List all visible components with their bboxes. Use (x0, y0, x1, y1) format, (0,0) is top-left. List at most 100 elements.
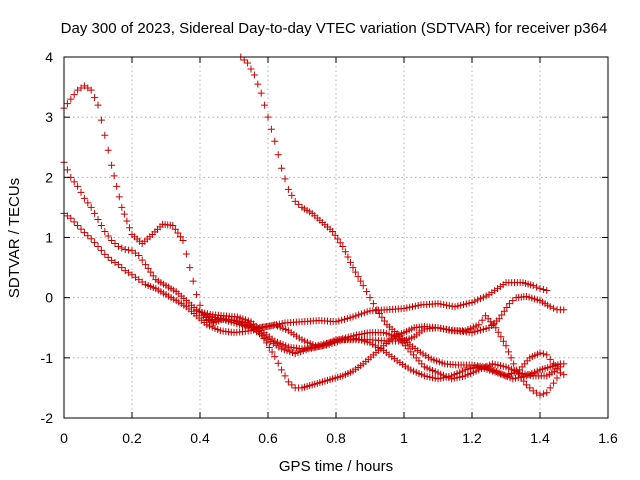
x-tick-label: 0.4 (190, 430, 210, 446)
x-tick-label: 0 (60, 430, 68, 446)
data-point (114, 261, 122, 269)
data-point (445, 302, 453, 310)
data-point (454, 302, 462, 310)
series-trace-1 (60, 82, 551, 332)
data-points (60, 53, 568, 399)
data-point (113, 182, 121, 190)
data-point (84, 232, 92, 240)
data-point (380, 317, 388, 325)
data-point (196, 301, 204, 309)
data-point (494, 328, 502, 336)
data-point (135, 252, 143, 260)
data-point (120, 210, 128, 218)
data-point (77, 188, 85, 196)
data-point (104, 146, 112, 154)
data-point (118, 244, 126, 252)
data-point (363, 288, 371, 296)
data-point (550, 360, 558, 368)
data-point (70, 91, 78, 99)
data-point (352, 268, 360, 276)
data-point (479, 325, 487, 333)
data-point (101, 131, 109, 139)
data-point (510, 360, 518, 368)
data-point (70, 178, 78, 186)
data-point (254, 80, 262, 88)
data-point (169, 221, 177, 229)
data-point (369, 300, 377, 308)
data-point (74, 182, 82, 190)
data-point (182, 250, 190, 258)
data-point (94, 101, 102, 109)
data-point (74, 221, 82, 229)
data-point (278, 164, 286, 172)
data-point (63, 166, 71, 174)
axis-ticks (63, 56, 609, 419)
data-point (267, 125, 275, 133)
data-point (471, 328, 479, 336)
data-point (560, 306, 568, 314)
data-point (118, 203, 126, 211)
data-point (97, 221, 105, 229)
series-trace-6 (193, 307, 568, 383)
data-point (147, 268, 155, 276)
data-point (495, 315, 503, 323)
data-point (546, 355, 554, 363)
data-point (539, 350, 547, 358)
data-point (110, 172, 118, 180)
data-point (186, 264, 194, 272)
data-point (171, 225, 179, 233)
data-point (553, 374, 561, 382)
data-point (125, 246, 133, 254)
data-point (503, 303, 511, 311)
x-tick-label: 1.6 (598, 430, 618, 446)
y-tick-label: 3 (45, 109, 53, 125)
data-point (284, 378, 292, 386)
data-point (179, 237, 187, 245)
data-point (244, 59, 252, 67)
data-point (94, 215, 102, 223)
data-point (336, 239, 344, 247)
data-point (193, 291, 201, 299)
y-tick-label: 4 (45, 49, 53, 65)
data-point (275, 320, 283, 328)
data-point (108, 237, 116, 245)
data-point (550, 304, 558, 312)
data-point (247, 65, 255, 73)
data-point (115, 193, 123, 201)
y-tick-label: -2 (41, 410, 54, 426)
data-point (176, 233, 184, 241)
data-point (437, 300, 445, 308)
data-point (257, 89, 265, 97)
data-point (344, 253, 352, 261)
data-point (478, 316, 486, 324)
data-point (268, 348, 276, 356)
data-point (114, 243, 122, 251)
data-point (108, 161, 116, 169)
data-point (142, 261, 150, 269)
data-point (125, 224, 133, 232)
y-tick-label: -1 (41, 350, 54, 366)
data-point (505, 348, 513, 356)
data-point (536, 285, 544, 293)
data-point (507, 354, 515, 362)
data-point (529, 282, 537, 290)
data-point (536, 391, 544, 399)
data-point (329, 227, 337, 235)
data-point (499, 337, 507, 345)
data-point (522, 381, 530, 389)
data-point (539, 390, 547, 398)
data-point (331, 231, 339, 239)
data-point (80, 194, 88, 202)
data-point (373, 306, 381, 314)
data-point (80, 229, 88, 237)
data-point (500, 307, 508, 315)
data-point (536, 349, 544, 357)
chart-title: Day 300 of 2023, Sidereal Day-to-day VTE… (61, 20, 608, 37)
x-tick-label: 0.2 (122, 430, 142, 446)
x-axis-tick-labels: 0 0.2 0.4 0.6 0.8 1 1.2 1.4 1.6 (60, 430, 618, 446)
data-point (288, 381, 296, 389)
data-point (87, 203, 95, 211)
data-point (101, 250, 109, 258)
data-point (475, 321, 483, 329)
data-point (341, 248, 349, 256)
